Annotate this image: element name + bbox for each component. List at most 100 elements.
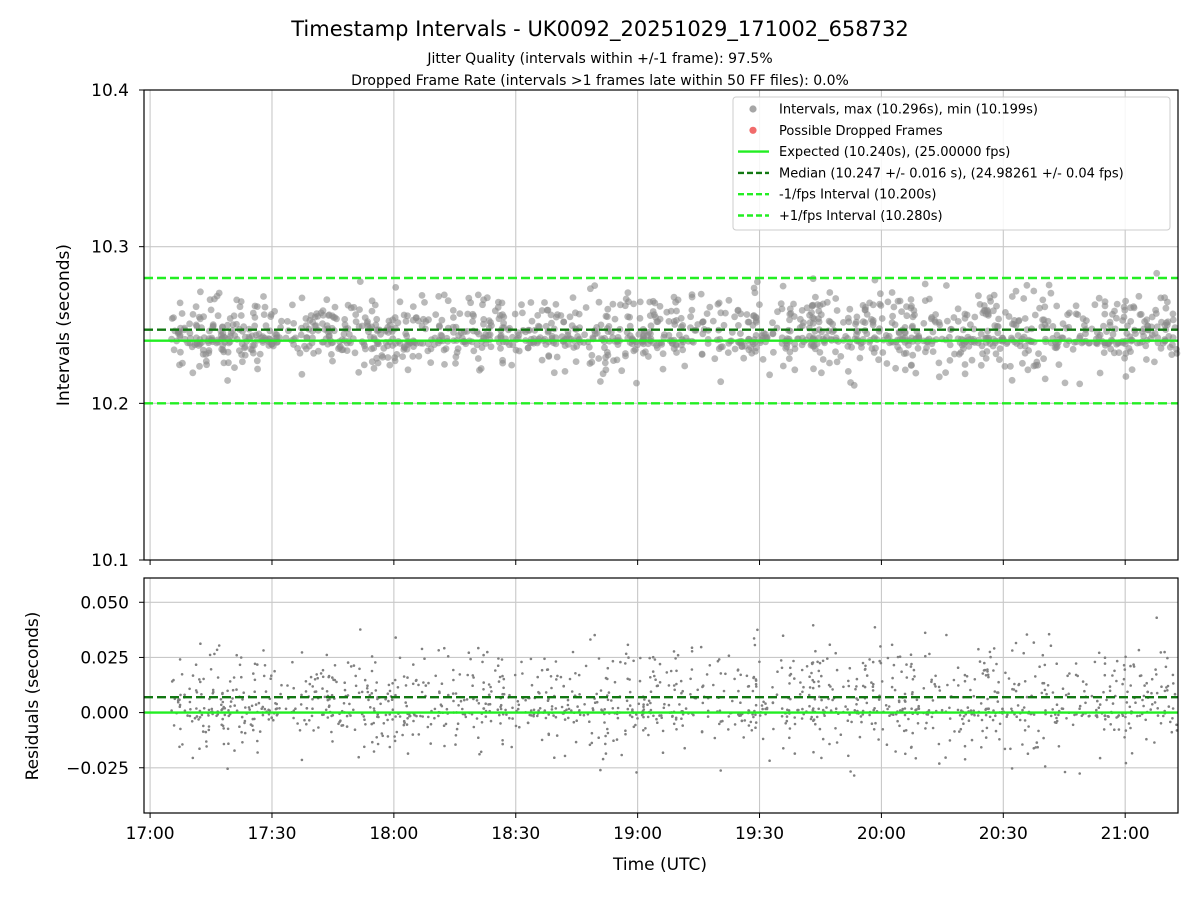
- residual-point: [981, 729, 984, 733]
- interval-point: [314, 312, 322, 320]
- residual-point: [948, 706, 951, 710]
- residual-point: [421, 715, 425, 718]
- residual-point: [811, 678, 814, 682]
- residual-point: [262, 674, 266, 678]
- interval-point: [1008, 376, 1016, 384]
- residual-point: [386, 735, 390, 738]
- residual-point: [946, 683, 949, 687]
- residual-point: [712, 683, 715, 687]
- interval-point: [645, 353, 652, 360]
- residual-point: [612, 739, 615, 742]
- residual-point: [562, 684, 565, 688]
- residual-point: [292, 686, 296, 690]
- residual-point: [649, 690, 653, 693]
- residual-point: [325, 653, 329, 657]
- residual-point: [321, 668, 325, 672]
- residual-point: [655, 717, 658, 721]
- residual-point: [1156, 714, 1160, 717]
- interval-point: [752, 314, 760, 322]
- interval-point: [1151, 358, 1158, 366]
- interval-point: [1076, 380, 1084, 388]
- interval-point: [255, 330, 263, 338]
- residual-point: [986, 697, 989, 701]
- residual-point: [221, 717, 224, 721]
- residual-point: [945, 633, 948, 637]
- interval-point: [239, 358, 246, 366]
- residual-point: [300, 693, 303, 697]
- interval-point: [681, 362, 689, 370]
- residual-point: [366, 690, 370, 694]
- interval-point: [659, 350, 667, 358]
- residual-point: [228, 680, 232, 683]
- interval-point: [1008, 293, 1016, 300]
- interval-point: [267, 313, 275, 320]
- residual-point: [1121, 682, 1124, 686]
- residual-point: [829, 709, 833, 712]
- residual-point: [479, 750, 483, 754]
- residual-point: [847, 684, 851, 688]
- residual-point: [1124, 715, 1127, 719]
- interval-point: [350, 303, 358, 311]
- residual-point: [1111, 674, 1114, 677]
- residual-point: [1146, 690, 1150, 694]
- residual-point: [1103, 714, 1107, 717]
- residual-point: [387, 699, 390, 703]
- residual-point: [789, 672, 793, 676]
- residual-point: [792, 659, 795, 663]
- interval-point: [254, 365, 261, 373]
- residual-point: [619, 660, 622, 664]
- residual-point: [606, 731, 610, 735]
- residual-point: [274, 702, 277, 705]
- x-tick-label: 20:00: [857, 824, 906, 844]
- residual-point: [240, 730, 243, 734]
- residual-point: [595, 692, 598, 696]
- residual-point: [181, 743, 184, 746]
- residual-point: [426, 725, 430, 729]
- residual-point: [335, 680, 338, 684]
- residual-point: [887, 705, 891, 708]
- residual-point: [1124, 761, 1128, 765]
- intervals-y-tick-label: 10.2: [91, 394, 129, 414]
- interval-point: [892, 364, 899, 372]
- residual-point: [220, 703, 223, 707]
- interval-point: [1072, 302, 1080, 310]
- residual-point: [651, 655, 655, 659]
- residual-point: [922, 687, 926, 690]
- residual-point: [262, 649, 265, 652]
- residual-point: [986, 707, 989, 711]
- residual-point: [1097, 651, 1101, 655]
- residual-point: [372, 721, 376, 725]
- residual-point: [210, 707, 214, 711]
- interval-point: [1053, 331, 1061, 339]
- residual-point: [870, 681, 873, 684]
- residual-point: [1117, 714, 1121, 717]
- residual-point: [555, 734, 559, 737]
- residual-point: [674, 657, 677, 660]
- interval-point: [205, 347, 213, 354]
- interval-point: [609, 300, 617, 308]
- residual-point: [637, 702, 641, 706]
- residual-point: [321, 675, 325, 679]
- residual-point: [294, 707, 297, 710]
- residual-point: [649, 676, 652, 679]
- residual-point: [216, 676, 220, 679]
- residual-point: [660, 716, 663, 719]
- residual-point: [815, 715, 819, 719]
- residual-point: [394, 693, 397, 697]
- interval-point: [868, 345, 876, 352]
- residual-point: [1102, 728, 1106, 731]
- interval-point: [386, 321, 394, 329]
- interval-point: [601, 344, 608, 352]
- residual-point: [821, 737, 825, 741]
- legend-label: Intervals, max (10.296s), min (10.199s): [779, 103, 1038, 118]
- residual-point: [584, 664, 588, 668]
- residual-point: [275, 713, 279, 717]
- interval-point: [189, 311, 197, 318]
- interval-point: [818, 369, 825, 377]
- residual-point: [1160, 685, 1163, 688]
- residual-point: [459, 699, 463, 703]
- interval-point: [717, 378, 725, 386]
- residual-point: [848, 713, 851, 716]
- residual-point: [502, 686, 505, 690]
- interval-point: [456, 310, 464, 317]
